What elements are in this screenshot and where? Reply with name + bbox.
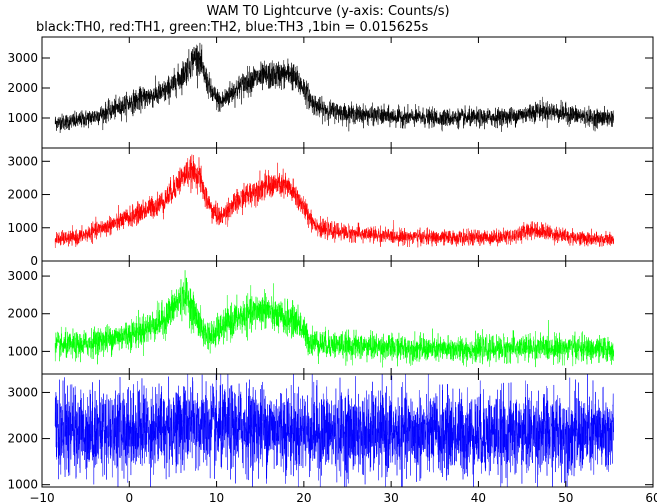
panel-frame xyxy=(41,260,654,375)
y-tick-label: 2000 xyxy=(7,81,38,95)
y-tick-label: 1000 xyxy=(7,478,38,492)
x-tick-label: −10 xyxy=(29,491,54,504)
y-tick-label: 1000 xyxy=(7,111,38,125)
x-tick-label: 40 xyxy=(471,491,486,504)
series-line-th3 xyxy=(54,374,614,487)
panel-frame xyxy=(41,373,654,488)
panels: 1000200030000100020003000100020003000100… xyxy=(7,36,654,492)
x-tick-label: 10 xyxy=(209,491,224,504)
panel-th1: 0 1000 2000 3000 xyxy=(7,147,654,268)
series-line-th2 xyxy=(54,270,614,368)
panel-th2: 1000 2000 3000 xyxy=(7,260,654,375)
x-tick-label: 30 xyxy=(384,491,399,504)
panel-frame xyxy=(41,147,654,262)
panel-th0: 1000 2000 3000 xyxy=(7,36,654,149)
chart-subtitle: black:TH0, red:TH1, green:TH2, blue:TH3 … xyxy=(36,20,429,35)
x-tick-label: 50 xyxy=(558,491,573,504)
y-tick-label: 1000 xyxy=(7,221,38,235)
y-tick-label: 0 xyxy=(30,254,38,268)
panel-th3: 1000 2000 3000 xyxy=(7,373,654,492)
y-tick-label: 3000 xyxy=(7,51,38,65)
y-tick-label: 3000 xyxy=(7,154,38,168)
series-line-th1 xyxy=(54,154,614,248)
x-tick-label: 0 xyxy=(125,491,133,504)
y-tick-label: 3000 xyxy=(7,269,38,283)
x-axis: −10 0 10 20 30 40 50 60 xyxy=(29,491,657,504)
y-tick-label: 1000 xyxy=(7,344,38,358)
series-line-th0 xyxy=(54,42,614,133)
y-tick-label: 2000 xyxy=(7,307,38,321)
y-tick-label: 2000 xyxy=(7,188,38,202)
y-tick-label: 3000 xyxy=(7,385,38,399)
y-tick-label: 2000 xyxy=(7,432,38,446)
chart-title: WAM T0 Lightcurve (y-axis: Counts/s) xyxy=(206,4,449,19)
x-tick-label: 60 xyxy=(645,491,657,504)
x-tick-label: 20 xyxy=(296,491,311,504)
